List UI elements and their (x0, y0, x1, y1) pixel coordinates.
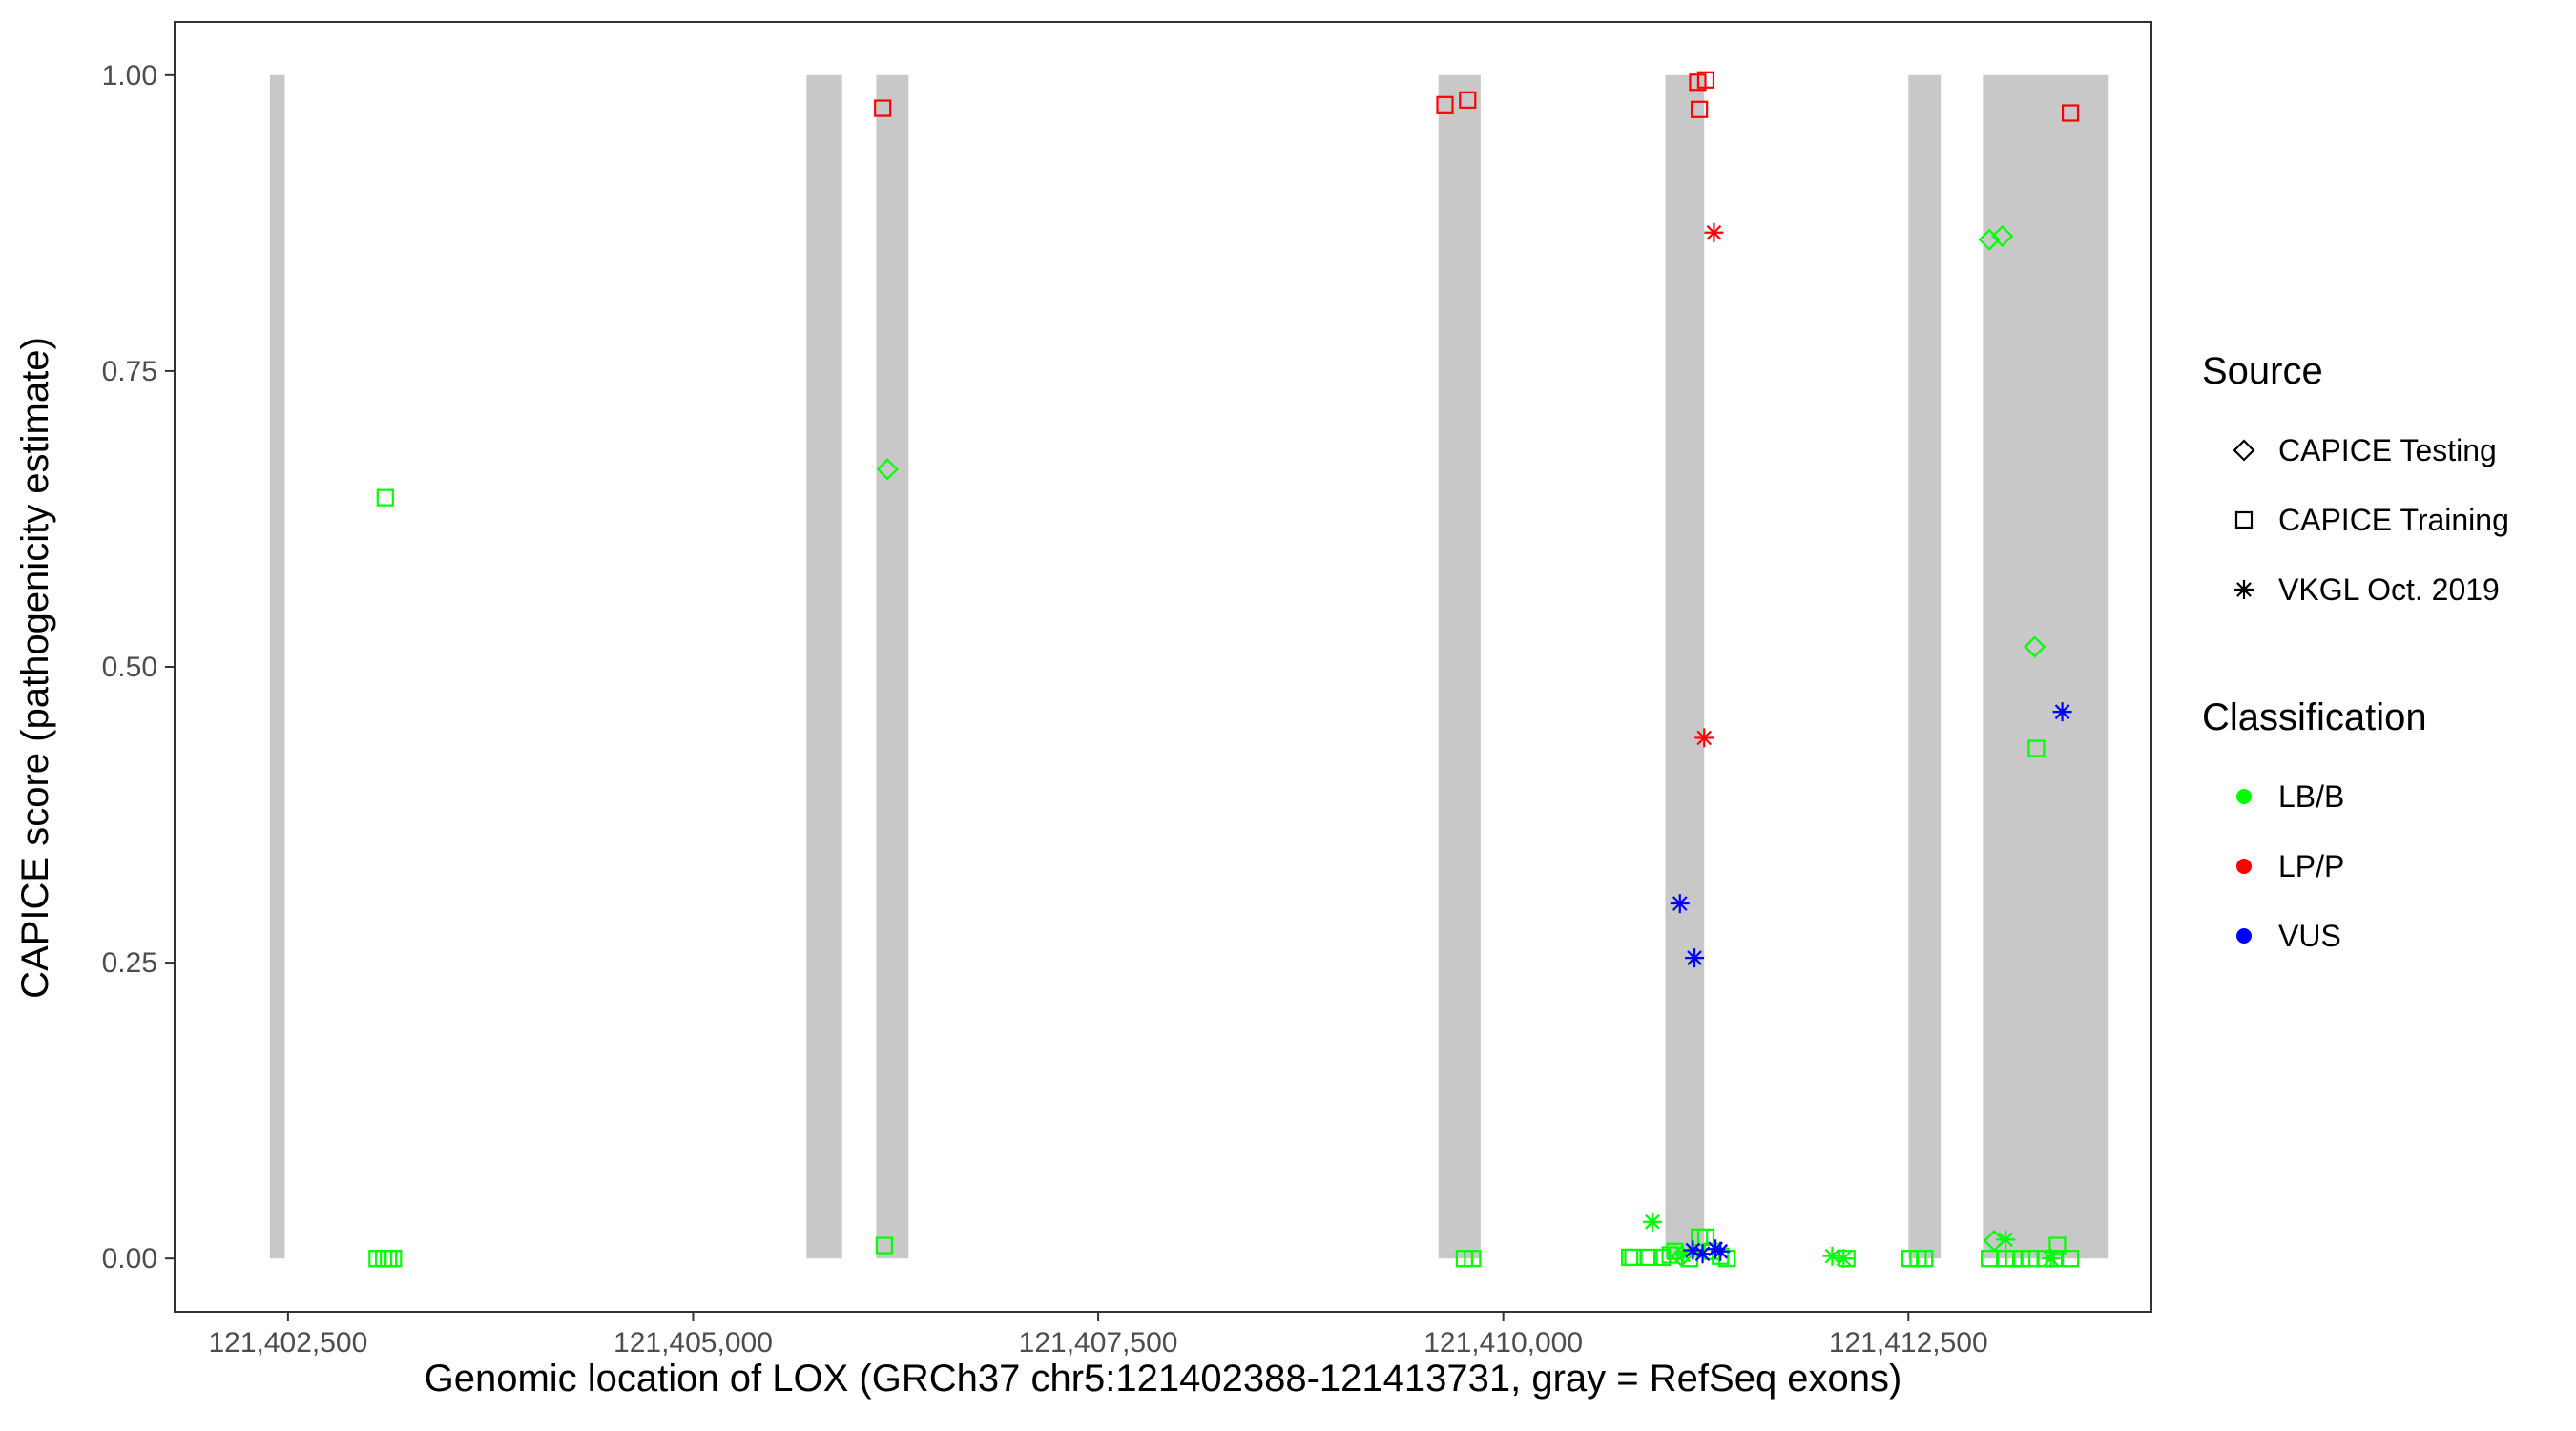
legend-key-dot (2236, 928, 2252, 944)
y-tick-label: 0.00 (102, 1243, 157, 1275)
data-point (1459, 91, 1477, 109)
data-point (2024, 635, 2046, 658)
legend-label: LB/B (2278, 779, 2344, 814)
data-points (368, 71, 2080, 1269)
legend-key-diamond (2233, 439, 2255, 462)
legend-key-asterisk (2234, 580, 2254, 599)
exon-band (1908, 74, 1942, 1259)
data-point (1696, 1228, 1715, 1246)
legend-source-title: Source (2202, 350, 2323, 392)
x-tick-label: 121,407,500 (1019, 1327, 1178, 1358)
legend-label: VUS (2278, 919, 2341, 953)
legend-source: Source CAPICE Testing CAPICE Training VKGL… (2202, 350, 2509, 607)
x-tick-label: 121,412,500 (1829, 1327, 1988, 1358)
legend-label: CAPICE Training (2278, 503, 2509, 537)
data-point (1838, 1250, 1856, 1268)
legend-key-square (2234, 510, 2254, 529)
data-point (374, 1250, 393, 1268)
data-point (384, 1250, 403, 1268)
x-axis-title: Genomic location of LOX (GRCh37 chr5:121… (425, 1358, 1902, 1400)
exon-band (1983, 74, 2109, 1259)
y-axis-title: CAPICE score (pathogenicity estimate) (14, 337, 56, 999)
data-point (1693, 1244, 1713, 1264)
data-point (1711, 1241, 1731, 1261)
data-point (875, 1236, 893, 1255)
data-point (1834, 1249, 1854, 1269)
data-point (1706, 1239, 1726, 1259)
x-tick-label: 121,402,500 (208, 1327, 367, 1358)
exon-band (1438, 74, 1481, 1259)
data-point (1822, 1246, 1842, 1266)
exon-band (876, 74, 909, 1259)
data-point (1691, 100, 1709, 118)
data-point (874, 99, 892, 117)
legend-key-dot (2236, 789, 2252, 804)
data-point (2061, 1250, 2080, 1268)
data-point (2027, 739, 2046, 757)
data-point (1685, 948, 1705, 968)
data-point (368, 1250, 386, 1268)
exon-band (269, 74, 285, 1259)
data-point (380, 1250, 398, 1268)
y-tick-label: 0.50 (102, 652, 157, 683)
data-point (2061, 104, 2080, 122)
legend-label: CAPICE Testing (2278, 433, 2497, 467)
data-point (1436, 95, 1454, 114)
data-point (1696, 71, 1715, 89)
data-point (1673, 1245, 1693, 1265)
data-point (1683, 1240, 1703, 1260)
data-point (376, 488, 394, 507)
data-point (2052, 702, 2072, 722)
y-tick-label: 1.00 (102, 60, 157, 92)
x-axis: 121,402,500 121,405,000 121,407,500 121,410… (208, 1312, 1988, 1358)
data-point (1694, 728, 1714, 748)
legend-label: VKGL Oct. 2019 (2278, 572, 2500, 607)
exon-band (806, 74, 842, 1259)
legend-key-dot (2236, 859, 2252, 874)
data-point (1978, 228, 2001, 251)
legend-classification: Classification LB/B LP/P VUS (2202, 696, 2427, 953)
plot-panel (174, 21, 2152, 1313)
legend-classification-title: Classification (2202, 696, 2427, 738)
y-tick-label: 0.75 (102, 356, 157, 387)
data-point (1916, 1250, 1934, 1268)
y-tick-label: 0.25 (102, 947, 157, 979)
exon-band (1665, 74, 1705, 1259)
data-point (2041, 1249, 2061, 1269)
legend-label: LP/P (2278, 849, 2344, 883)
exon-bands (269, 74, 2109, 1259)
data-point (1464, 1250, 1482, 1268)
x-tick-label: 121,405,000 (613, 1327, 773, 1358)
data-point (1670, 1245, 1693, 1268)
data-point (1991, 224, 2014, 248)
data-point (1640, 1248, 1658, 1267)
data-point (1670, 894, 1690, 914)
data-point (876, 458, 899, 481)
x-tick-label: 121,410,000 (1423, 1327, 1583, 1358)
y-axis: 0.00 0.25 0.50 0.75 1.00 (102, 60, 175, 1275)
data-point (1704, 222, 1724, 242)
data-point (1996, 1230, 2016, 1250)
data-point (1642, 1212, 1662, 1232)
